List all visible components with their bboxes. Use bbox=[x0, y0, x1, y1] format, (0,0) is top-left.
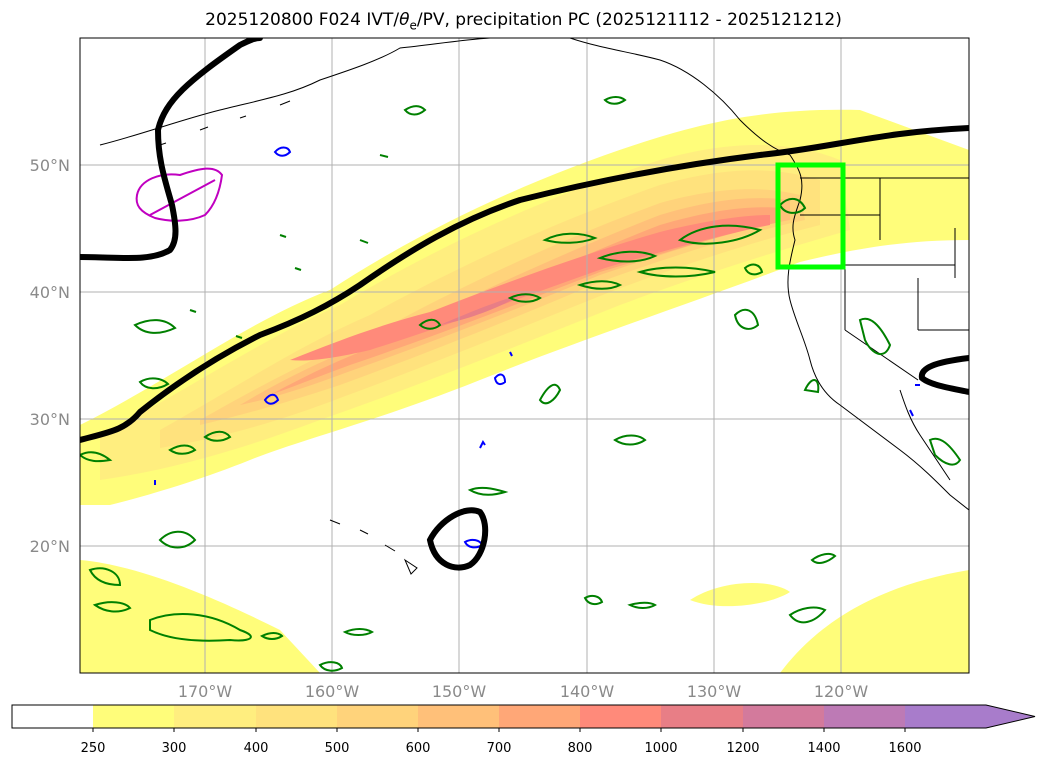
hawaii-low-line bbox=[426, 507, 489, 571]
jet-axis-line bbox=[80, 125, 969, 443]
colorbar: 250 300 400 500 600 700 800 1000 1200 14… bbox=[11, 704, 1036, 756]
colorbar-tick-label: 1000 bbox=[644, 741, 677, 756]
coastlines bbox=[99, 38, 969, 575]
colorbar-swatch bbox=[743, 705, 824, 728]
highlight-box bbox=[775, 162, 846, 270]
magenta-contour bbox=[135, 167, 224, 222]
lon-tick-label: 140°W bbox=[560, 682, 615, 701]
ivt-band-250-se bbox=[780, 570, 969, 673]
ivt-black-lines bbox=[80, 38, 969, 571]
lat-tick-labels: 20°N 30°N 40°N 50°N bbox=[30, 156, 70, 556]
colorbar-tick-label: 250 bbox=[81, 741, 106, 756]
ivt-band-250-south bbox=[80, 560, 320, 673]
bc-coastline bbox=[787, 154, 969, 511]
colorbar-swatch bbox=[174, 705, 256, 728]
ivt-band-1000 bbox=[440, 295, 520, 325]
colorbar-outline bbox=[11, 704, 1036, 729]
lon-tick-labels: 170°W 160°W 150°W 140°W 130°W 120°W bbox=[178, 682, 869, 701]
colorbar-tick-label: 700 bbox=[487, 741, 512, 756]
colorbar-tick-label: 1200 bbox=[726, 741, 759, 756]
aleutian-islands bbox=[159, 100, 291, 146]
precip-contours bbox=[80, 96, 962, 672]
colorbar-tick-label: 500 bbox=[325, 741, 350, 756]
colorbar-tick-label: 300 bbox=[162, 741, 187, 756]
lat-tick-label: 40°N bbox=[30, 283, 70, 302]
lon-tick-label: 150°W bbox=[432, 682, 487, 701]
colorbar-tick-label: 1600 bbox=[888, 741, 921, 756]
california-line bbox=[918, 355, 969, 395]
ivt-band-800 bbox=[290, 215, 770, 361]
lon-tick-label: 160°W bbox=[305, 682, 360, 701]
colorbar-swatch bbox=[256, 705, 337, 728]
map-plot-area bbox=[80, 38, 969, 673]
map-title: 2025120800 F024 IVT/θe/PV, precipitation… bbox=[205, 10, 842, 33]
ivt-band-250-small bbox=[690, 582, 790, 607]
lon-tick-label: 170°W bbox=[178, 682, 233, 701]
alaska-coastline bbox=[99, 38, 791, 156]
colorbar-swatch bbox=[93, 705, 174, 728]
lat-tick-label: 50°N bbox=[30, 156, 70, 175]
colorbar-swatch bbox=[12, 705, 93, 728]
lat-tick-label: 20°N bbox=[30, 537, 70, 556]
aleutian-line bbox=[80, 38, 263, 261]
colorbar-tick-label: 800 bbox=[568, 741, 593, 756]
colorbar-swatch bbox=[824, 705, 905, 728]
lon-tick-label: 130°W bbox=[687, 682, 742, 701]
hawaii-islands bbox=[329, 519, 418, 575]
lon-tick-label: 120°W bbox=[814, 682, 869, 701]
colorbar-extend-arrow bbox=[986, 705, 1035, 728]
colorbar-swatch bbox=[337, 705, 418, 728]
colorbar-swatch bbox=[905, 705, 986, 728]
map-frame bbox=[79, 37, 970, 674]
colorbar-tick-label: 400 bbox=[244, 741, 269, 756]
colorbar-swatch bbox=[580, 705, 661, 728]
colorbar-tick-label: 1400 bbox=[807, 741, 840, 756]
colorbar-tick-label: 600 bbox=[406, 741, 431, 756]
lat-tick-label: 30°N bbox=[30, 410, 70, 429]
baja-coastline bbox=[899, 389, 951, 481]
colorbar-swatch bbox=[661, 705, 743, 728]
pv-contours bbox=[154, 146, 920, 549]
colorbar-swatch bbox=[418, 705, 499, 728]
colorbar-swatch bbox=[499, 705, 580, 728]
